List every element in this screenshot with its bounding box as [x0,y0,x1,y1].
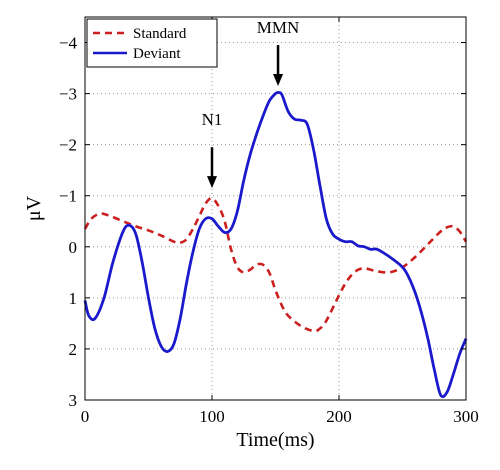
x-tick-label: 200 [326,407,352,426]
axis-ticks: 0 100 200 300 −4 −3 −2 −1 0 1 2 3 [59,17,479,426]
legend-label-deviant: Deviant [133,46,181,62]
plot-frame [84,16,467,401]
annotation-label-mmn: MMN [257,18,300,37]
x-tick-label: 0 [81,407,90,426]
series-line-standard [83,196,468,333]
annotation-arrow-head [273,73,284,86]
series-line-deviant [83,91,468,399]
annotations: N1 MMN [202,18,300,189]
annotation-label-n1: N1 [202,110,223,129]
y-axis-label: μV [23,195,45,221]
y-tick-label: −2 [59,136,77,155]
y-tick-label: 2 [69,340,78,359]
y-tick-label: −3 [59,85,77,104]
legend: Standard Deviant [86,18,218,68]
series-lines [83,91,468,399]
y-tick-label: −4 [59,34,78,53]
y-tick-label: −1 [59,187,77,206]
x-axis-label: Time(ms) [236,429,314,451]
annotation-arrow-head [207,176,217,189]
y-tick-label: 3 [69,391,78,410]
legend-box [86,18,218,68]
y-tick-label: 0 [69,238,78,257]
x-tick-label: 300 [453,407,479,426]
x-tick-label: 100 [199,407,225,426]
legend-label-standard: Standard [133,26,187,42]
y-tick-label: 1 [69,289,78,308]
